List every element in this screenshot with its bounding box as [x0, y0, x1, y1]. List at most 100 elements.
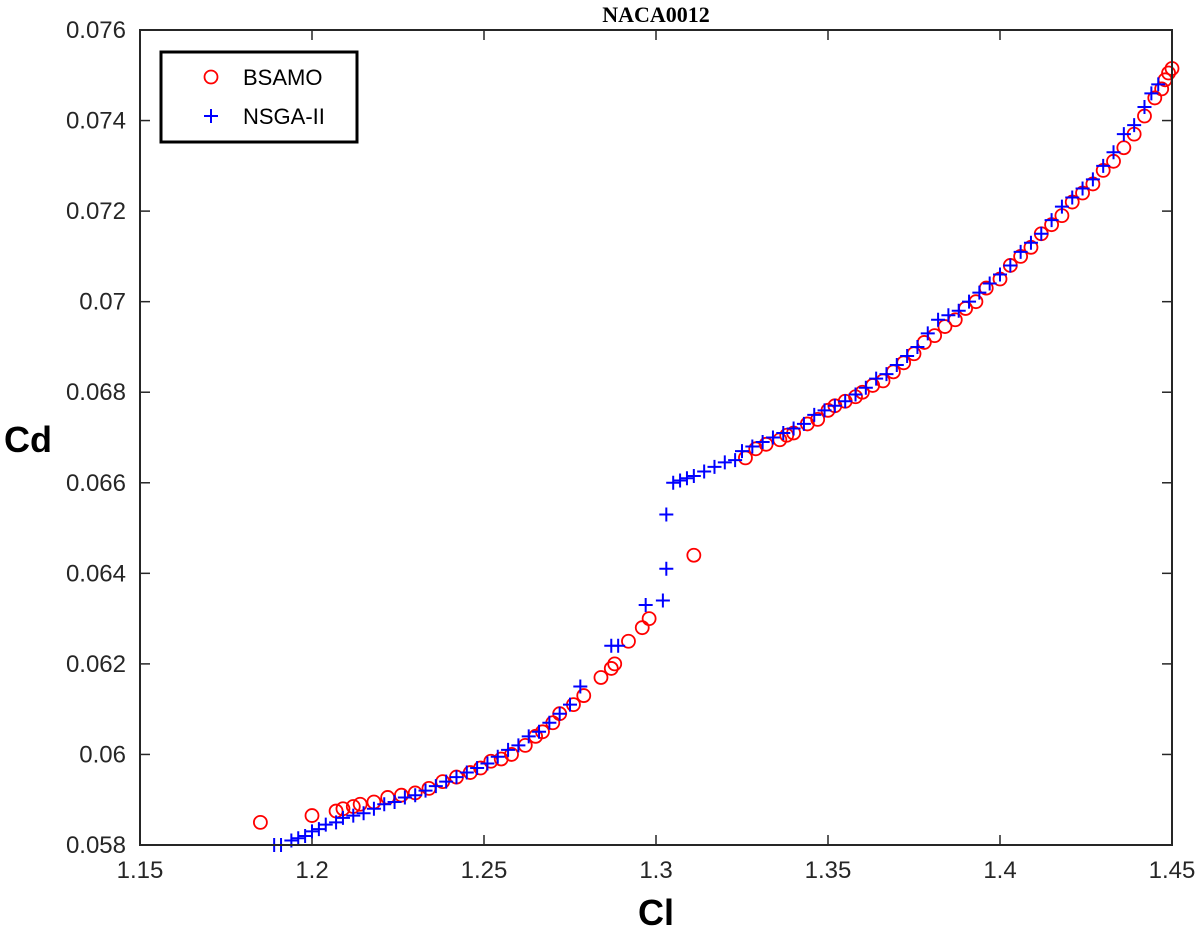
nsga-ii-point	[735, 444, 749, 459]
x-tick-label: 1.45	[1149, 857, 1196, 884]
y-axis-label: Cd	[4, 419, 52, 460]
y-tick-label: 0.07	[79, 289, 126, 316]
bsamo-point	[504, 747, 519, 762]
nsga-ii-point	[1023, 235, 1038, 250]
nsga-ii-point	[470, 761, 485, 776]
nsga-ii-point	[552, 706, 567, 721]
nsga-ii-point	[755, 435, 770, 450]
nsga-ii-point	[573, 679, 588, 694]
nsga-ii-point	[879, 367, 894, 382]
y-tick-label: 0.072	[66, 198, 126, 225]
nsga-ii-point	[728, 453, 743, 468]
nsga-ii-point	[532, 724, 547, 739]
nsga-ii-point	[848, 387, 863, 402]
x-tick-label: 1.2	[295, 857, 328, 884]
legend: BSAMO NSGA-II	[159, 50, 359, 144]
nsga-ii-point	[397, 790, 412, 805]
nsga-ii-point	[356, 806, 371, 821]
nsga-ii-point	[449, 770, 464, 785]
nsga-ii-point	[1137, 99, 1152, 114]
nsga-ii-point	[765, 430, 780, 445]
nsga-ii-point	[697, 464, 712, 479]
nsga-ii-point	[1116, 127, 1131, 142]
x-tick-label: 1.4	[983, 857, 1016, 884]
nsga-ii-point	[335, 810, 350, 825]
nsga-ii-point	[408, 788, 423, 803]
nsga-ii-point	[638, 598, 653, 613]
nsga-ii-point	[673, 473, 688, 488]
nsga-ii-point	[318, 817, 333, 832]
bsamo-point	[621, 633, 636, 649]
legend-box	[159, 50, 359, 144]
nsga-ii-point	[679, 471, 694, 486]
x-axis-label: Cl	[638, 892, 674, 933]
legend-label: NSGA-II	[243, 104, 325, 129]
y-tick-label: 0.074	[66, 108, 126, 135]
nsga-ii-point	[807, 407, 822, 422]
nsga-ii-point	[1085, 172, 1100, 187]
bsamo-point	[641, 611, 657, 627]
nsga-ii-point	[900, 349, 915, 363]
nsga-ii-point	[659, 507, 674, 522]
bsamo-point	[603, 661, 619, 676]
bsamo-point	[304, 808, 320, 823]
nsga-ii-point	[428, 779, 443, 794]
series-nsga-ii	[267, 77, 1166, 852]
nsga-ii-point	[786, 421, 801, 436]
nsga-ii-point	[717, 455, 732, 470]
x-tick-label: 1.3	[639, 857, 672, 884]
nsga-ii-point	[501, 742, 516, 757]
nsga-ii-point	[1144, 86, 1159, 101]
nsga-ii-point	[910, 339, 925, 354]
nsga-ii-point	[542, 715, 557, 730]
nsga-ii-point	[655, 593, 670, 608]
bsamo-point	[810, 411, 826, 427]
nsga-ii-point	[1034, 226, 1049, 241]
nsga-ii-point	[858, 380, 873, 395]
nsga-ii-point	[941, 308, 956, 323]
nsga-ii-point	[418, 783, 433, 798]
nsga-ii-point	[951, 303, 966, 318]
nsga-ii-point	[666, 475, 681, 490]
y-tick-label: 0.076	[66, 17, 126, 44]
y-tick-label: 0.06	[79, 741, 126, 768]
nsga-ii-point	[962, 294, 977, 309]
y-tick-label: 0.062	[66, 651, 126, 678]
nsga-ii-point	[490, 749, 505, 764]
nsga-ii-point	[776, 425, 791, 440]
nsga-ii-point	[305, 824, 319, 839]
nsga-ii-point	[1003, 258, 1018, 273]
nsga-ii-point	[1065, 190, 1080, 205]
nsga-ii-point	[563, 697, 577, 712]
nsga-ii-point	[920, 326, 935, 341]
nsga-ii-point	[1013, 244, 1028, 259]
nsga-ii-point	[659, 561, 674, 576]
nsga-ii-point	[889, 358, 904, 373]
legend-marker-circle	[203, 69, 219, 85]
y-tick-label: 0.058	[66, 832, 126, 859]
y-tick-label: 0.068	[66, 379, 126, 406]
bsamo-point	[607, 656, 623, 672]
bsamo-point	[352, 796, 368, 812]
nsga-ii-point	[817, 403, 832, 418]
nsga-ii-point	[982, 276, 997, 291]
y-tick-label: 0.064	[66, 560, 126, 587]
nsga-ii-point	[745, 439, 760, 454]
bsamo-point	[593, 670, 609, 685]
nsga-ii-point	[1054, 199, 1069, 214]
x-tick-label: 1.35	[805, 857, 852, 884]
nsga-ii-point	[377, 797, 392, 812]
y-tick-label: 0.066	[66, 470, 126, 497]
bsamo-point	[686, 547, 702, 563]
x-tick-label: 1.25	[461, 857, 508, 884]
nsga-ii-point	[1106, 145, 1121, 160]
x-tick-label: 1.15	[117, 857, 164, 884]
nsga-ii-point	[686, 468, 701, 483]
nsga-ii-point	[972, 285, 987, 300]
nsga-ii-point	[827, 398, 842, 413]
nsga-ii-point	[1151, 77, 1166, 92]
bsamo-point	[1116, 140, 1132, 156]
